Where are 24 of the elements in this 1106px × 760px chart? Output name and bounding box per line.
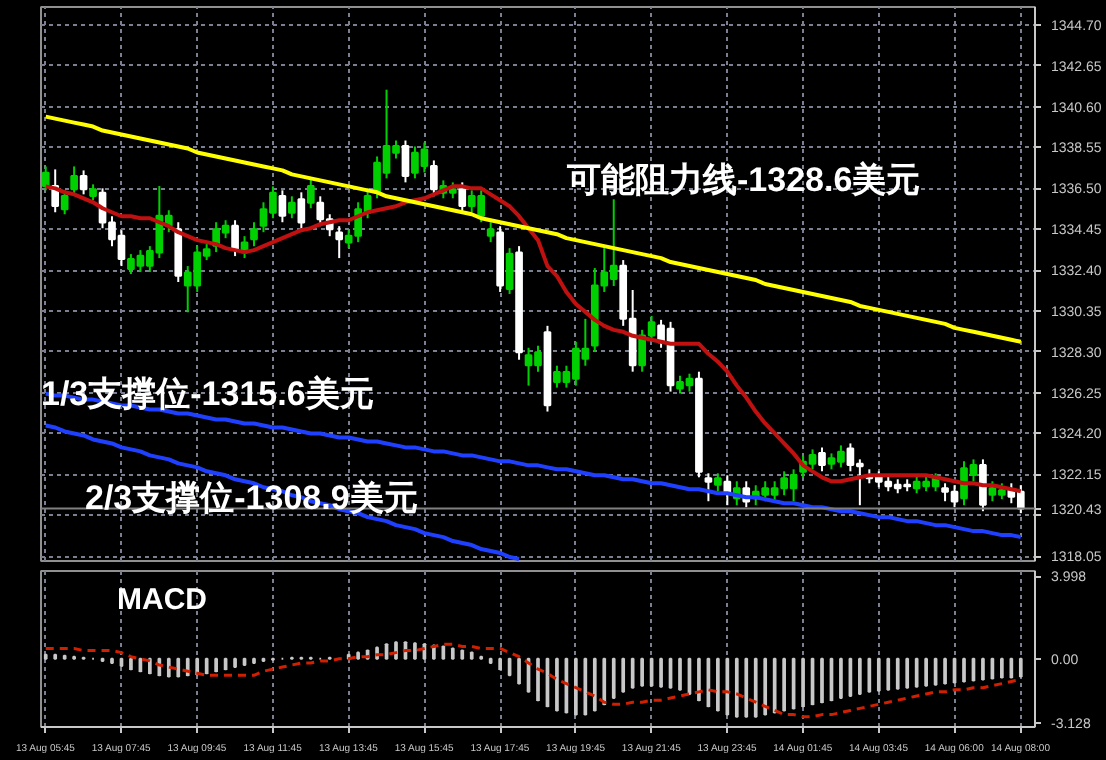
candlestick — [174, 221, 183, 284]
candlestick — [79, 169, 88, 196]
candlestick — [278, 189, 287, 224]
candlestick — [458, 181, 467, 214]
candlestick — [297, 191, 306, 230]
candlestick — [818, 446, 826, 473]
candlestick — [704, 472, 713, 503]
chart-title: MACD — [117, 583, 208, 617]
candlestick — [70, 165, 78, 196]
candlestick — [486, 221, 495, 244]
candlestick — [288, 195, 296, 220]
candlestick — [505, 247, 514, 295]
candlestick — [231, 219, 239, 258]
line-series — [43, 423, 522, 561]
candlestick — [335, 225, 344, 260]
annotation: 可能阻力线-1328.6美元 — [565, 161, 921, 199]
candlestick — [306, 177, 315, 210]
line-series — [43, 114, 1023, 344]
candlestick — [723, 474, 732, 507]
candlestick — [41, 165, 50, 192]
candlestick — [979, 458, 987, 513]
candlestick — [430, 159, 438, 198]
candlestick — [250, 221, 258, 248]
candlestick — [401, 139, 410, 184]
